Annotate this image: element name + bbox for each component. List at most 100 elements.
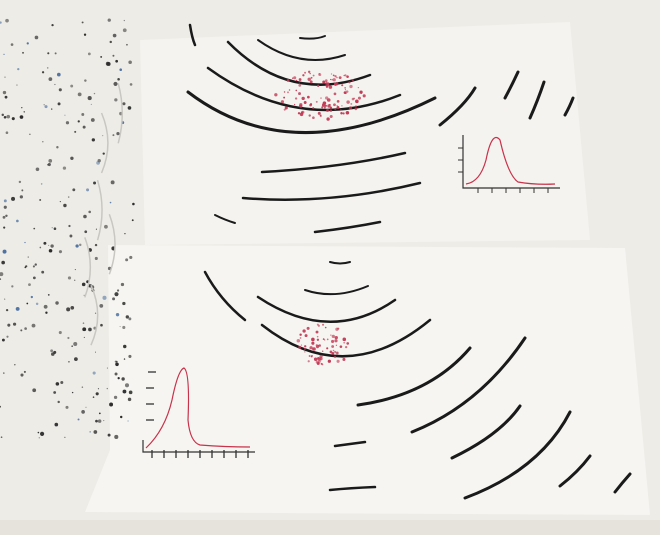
speckle <box>56 146 59 149</box>
speckle <box>21 106 23 109</box>
red-speckle <box>306 326 310 330</box>
arc <box>299 35 326 40</box>
red-speckle <box>324 79 328 82</box>
speckle <box>82 125 86 129</box>
red-speckle <box>331 339 335 343</box>
red-speckle <box>346 100 350 104</box>
red-speckle <box>319 114 322 117</box>
arc <box>558 454 592 488</box>
speckle <box>97 419 102 423</box>
speckle <box>100 323 103 327</box>
red-speckle <box>299 337 302 339</box>
red-speckle <box>336 76 338 79</box>
arc <box>356 346 472 407</box>
speckle <box>112 54 115 57</box>
speckle <box>122 102 126 106</box>
red-speckle <box>308 114 311 117</box>
speckle <box>0 272 4 277</box>
speckle <box>87 52 91 56</box>
red-speckle <box>317 111 321 115</box>
speckle <box>106 387 108 390</box>
red-speckle <box>311 347 315 351</box>
red-speckle <box>344 89 347 91</box>
speckles <box>0 18 366 439</box>
red-speckle <box>326 347 329 350</box>
red-speckle <box>298 345 302 349</box>
speckle <box>93 430 98 434</box>
speckle <box>114 372 118 376</box>
speckle <box>46 163 49 166</box>
red-speckle <box>331 78 333 81</box>
red-speckle <box>307 70 311 74</box>
speckle <box>67 336 70 340</box>
faint-arc <box>84 237 92 298</box>
red-speckle <box>343 341 346 344</box>
speckle <box>119 415 123 419</box>
faint-arc <box>108 213 116 275</box>
red-speckle <box>283 108 286 111</box>
red-speckle <box>322 80 326 84</box>
speckle <box>114 98 118 102</box>
red-speckle <box>315 344 319 347</box>
speckle <box>109 40 112 44</box>
red-speckle <box>333 103 336 107</box>
speckle <box>74 357 78 361</box>
speckle <box>0 405 1 408</box>
red-speckle <box>292 77 294 79</box>
red-speckle <box>304 334 308 338</box>
red-speckle <box>344 87 346 89</box>
speckle <box>53 227 57 231</box>
speckle <box>19 115 24 119</box>
speckle <box>94 243 98 247</box>
speckle <box>93 92 96 95</box>
speckle <box>100 55 103 58</box>
speckle <box>127 397 132 402</box>
red-speckle <box>337 327 340 330</box>
red-speckle <box>326 117 330 121</box>
red-speckle <box>325 96 329 100</box>
red-speckle <box>350 102 353 105</box>
speckle <box>123 344 127 349</box>
speckle <box>51 352 55 356</box>
speckle <box>39 246 42 249</box>
speckle <box>83 336 85 338</box>
red-speckle <box>341 84 344 87</box>
speckle <box>114 434 119 439</box>
arc <box>257 39 346 61</box>
red-speckle <box>335 344 338 347</box>
red-speckle <box>346 342 350 345</box>
speckle <box>45 311 48 314</box>
sketch-plot-top <box>458 135 560 193</box>
speckle <box>81 386 84 388</box>
red-speckle <box>325 85 329 88</box>
arc <box>463 410 572 500</box>
speckle <box>128 60 132 65</box>
speckle <box>17 68 20 71</box>
red-speckle <box>307 95 310 99</box>
red-speckle <box>288 89 291 91</box>
speckle <box>81 113 85 116</box>
red-speckle <box>336 99 340 103</box>
speckle <box>22 51 24 54</box>
speckle <box>20 329 23 332</box>
speckle <box>73 341 78 347</box>
speckle <box>16 84 18 86</box>
red-speckle <box>310 355 313 358</box>
arc <box>613 472 632 494</box>
speckle <box>39 431 45 436</box>
speckle <box>38 437 40 439</box>
speckle <box>34 35 39 40</box>
speckle <box>127 106 132 110</box>
speckle <box>54 52 57 55</box>
speckle <box>5 308 9 312</box>
speckle <box>124 383 130 388</box>
speckle <box>77 120 80 123</box>
speckle <box>122 301 126 306</box>
red-speckle <box>332 78 336 82</box>
red-speckle <box>344 345 348 349</box>
speckle <box>123 19 126 22</box>
red-speckle <box>310 76 313 79</box>
speckle <box>70 305 75 310</box>
speckle <box>106 367 108 369</box>
red-speckle <box>298 84 302 87</box>
